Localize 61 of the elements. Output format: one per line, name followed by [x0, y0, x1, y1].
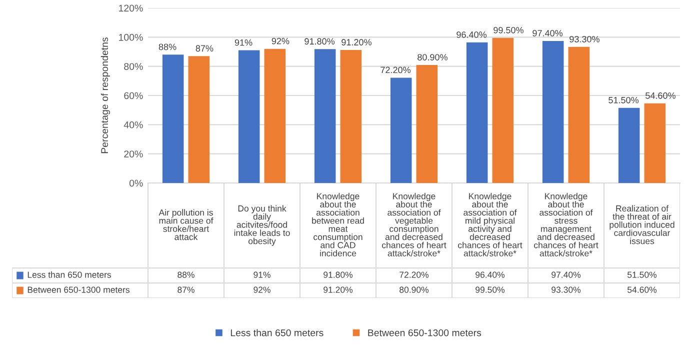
- y-axis-title: Percentage of respondetns: [100, 37, 110, 154]
- bar: [492, 38, 514, 183]
- data-label: 72.20%: [400, 272, 429, 278]
- text: 72.20%: [380, 66, 411, 74]
- y-tick-label: 60%: [124, 92, 143, 100]
- data-label: 99.50%: [476, 286, 505, 293]
- text: 54.60%: [646, 92, 676, 99]
- text: Less than 650 meters: [230, 329, 324, 336]
- data-label: 87%: [178, 286, 194, 293]
- data-label: 91.80%: [324, 272, 353, 278]
- x-tick-label: Knowledge about the association of vegetable consumption and decreased chances of heart attack/stroke*: [382, 192, 446, 256]
- y-tick-label: 120%: [119, 4, 143, 12]
- bar: [314, 49, 336, 183]
- x-tick-label: Do you think daily acitvites/food intake leads to obesity: [234, 205, 290, 246]
- legend-label: Between 650-1300 meters: [28, 286, 130, 293]
- x-tick-label: Realization of the threat of air pollution induced cardiovascular issues: [610, 205, 674, 244]
- y-tick-label: 0%: [129, 180, 143, 187]
- data-label: 80.90%: [400, 286, 429, 293]
- bar: [390, 78, 412, 183]
- data-label: 97.40%: [552, 272, 581, 278]
- y-tick-label: 40%: [124, 121, 143, 128]
- text: 96.40%: [456, 31, 487, 38]
- bar: [238, 50, 260, 183]
- text: 80.90%: [418, 54, 448, 60]
- text: 51.50%: [608, 96, 639, 104]
- bar: [466, 42, 488, 183]
- data-label: 51.50%: [628, 272, 657, 278]
- bar: [568, 46, 590, 183]
- data-label: 93.30%: [552, 286, 581, 293]
- bar: [264, 48, 286, 183]
- legend-label: Less than 650 meters: [28, 271, 112, 278]
- data-label: 91.20%: [324, 286, 353, 293]
- text: 91%: [234, 39, 252, 46]
- x-tick-label: Knowledge about the association between read meat consumption and CAD incidence: [312, 192, 364, 256]
- data-label: 54.60%: [628, 286, 657, 293]
- y-tick-label: 100%: [119, 34, 143, 41]
- data-label: 96.40%: [476, 272, 505, 278]
- text: 88%: [158, 44, 176, 50]
- y-tick-label: 20%: [124, 150, 143, 158]
- bar: [340, 50, 362, 183]
- text: 99.50%: [494, 26, 524, 34]
- data-label: 88%: [178, 272, 194, 278]
- bar: [644, 103, 666, 183]
- text: 91.80%: [304, 38, 335, 45]
- bar: [542, 40, 564, 183]
- data-label: 91%: [254, 272, 270, 278]
- text: 93.30%: [570, 36, 600, 42]
- y-tick-label: 80%: [124, 63, 143, 70]
- bar: [618, 108, 640, 183]
- bar: [188, 56, 210, 183]
- bar: [416, 65, 438, 183]
- x-tick-label: Air pollution is main cause of stroke/heart attack: [158, 209, 214, 240]
- text: 92%: [272, 38, 290, 44]
- bar: [162, 54, 184, 183]
- text: 91.20%: [342, 39, 372, 46]
- x-tick-label: Knowledge about the association of mild physical activity and decreased chances of heart attack/stroke*: [458, 192, 522, 256]
- text: Between 650-1300 meters: [368, 329, 482, 336]
- data-label: 92%: [254, 286, 270, 293]
- text: 87%: [196, 45, 214, 52]
- text: 97.40%: [532, 30, 563, 36]
- x-tick-label: Knowledge about the association of stress management and decreased chances of heart attack/stroke*: [534, 192, 598, 256]
